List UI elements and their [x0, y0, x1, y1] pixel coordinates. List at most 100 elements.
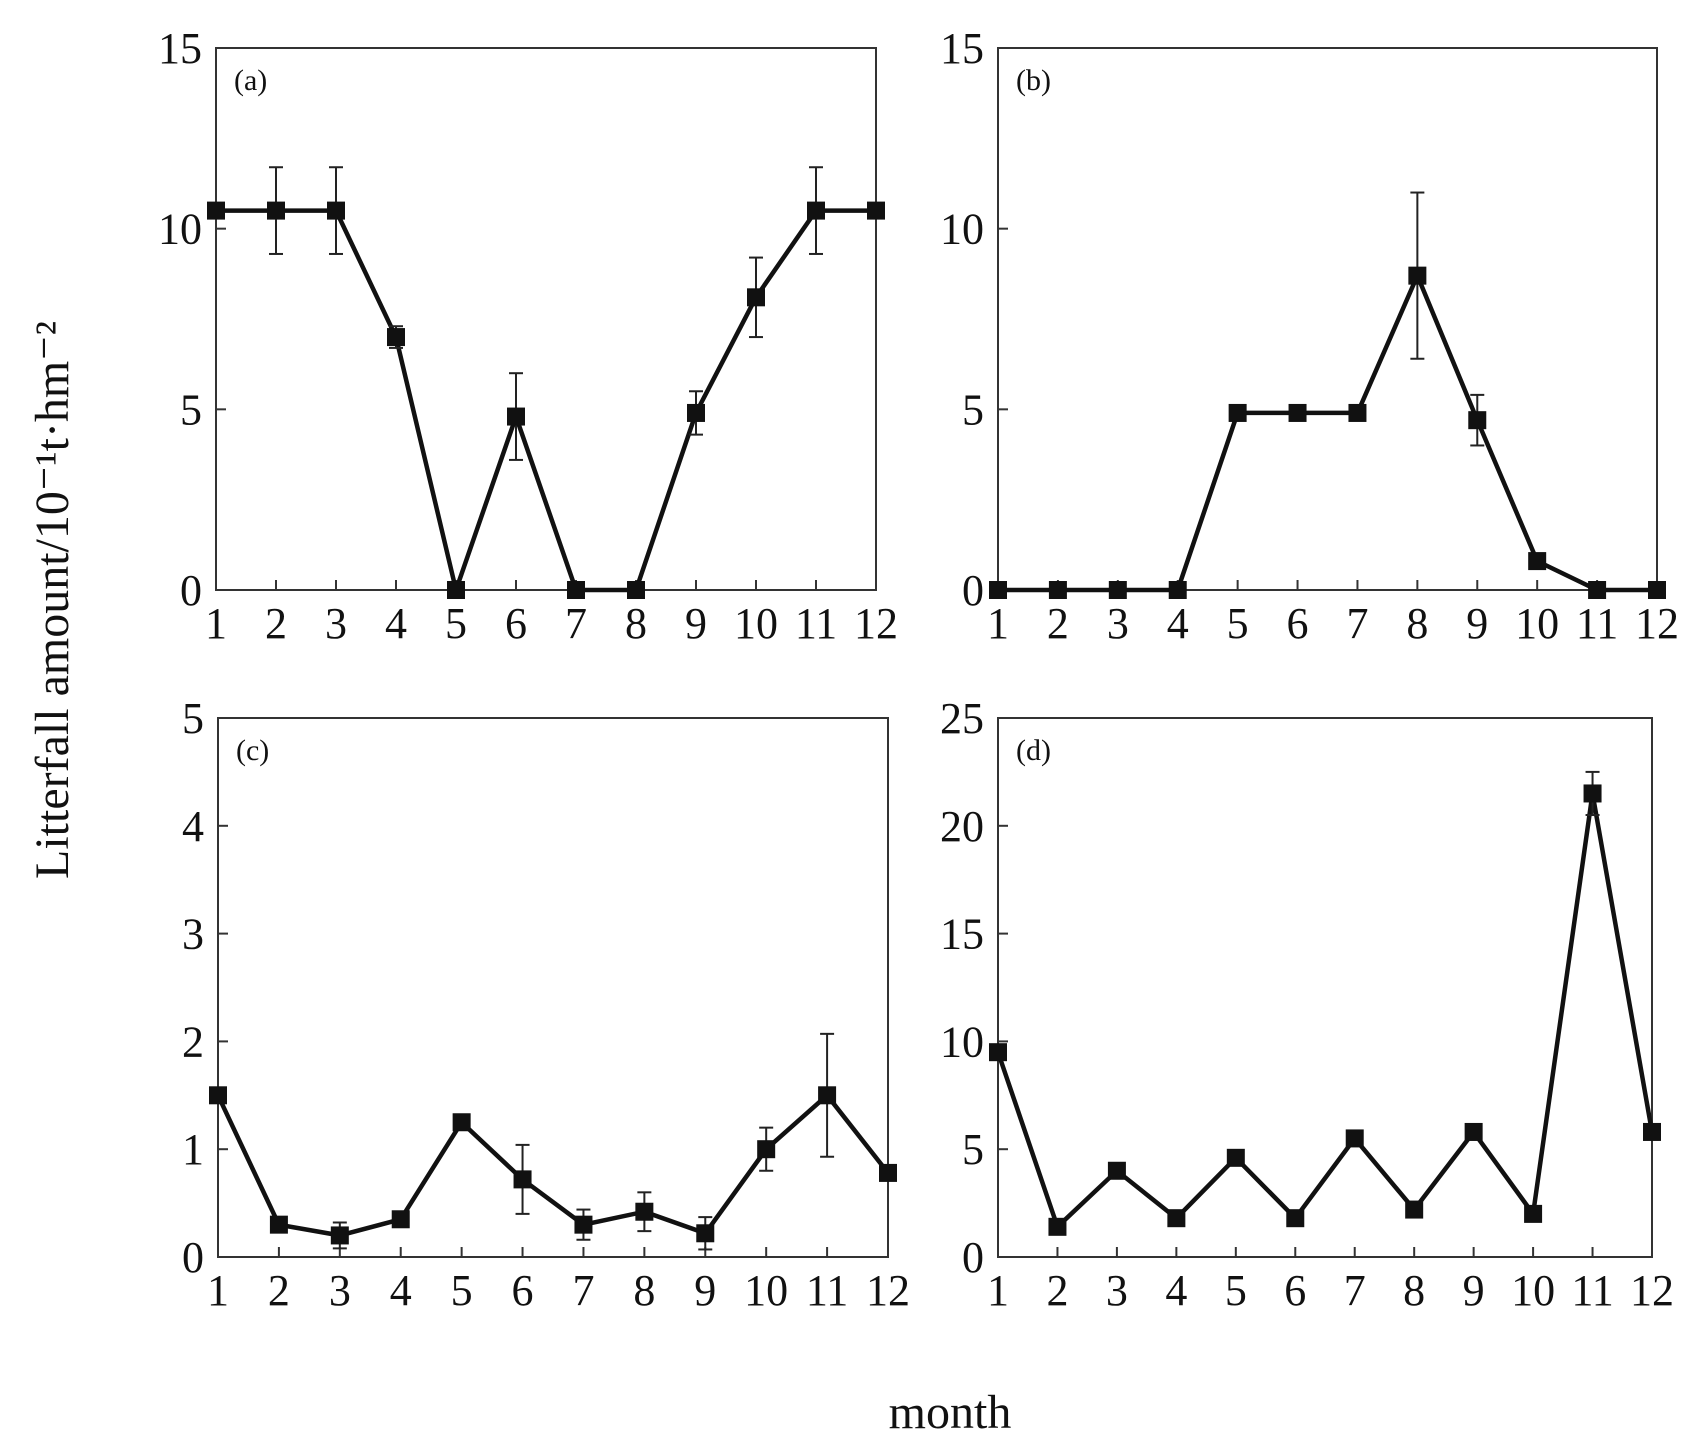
panel-a-data-point: [807, 201, 825, 220]
panel-a-x-tick-label: 7: [565, 599, 587, 648]
y-axis-title: Litterfall amount/10⁻¹t·hm⁻²: [26, 321, 79, 879]
panel-d-data-point: [1107, 1161, 1126, 1180]
panel-c-x-tick-label: 3: [329, 1266, 351, 1315]
panel-d-data-point: [1405, 1200, 1424, 1219]
panel-c-data-point: [696, 1224, 715, 1243]
panel-d-data-point: [1583, 784, 1602, 803]
panel-a-data-point: [567, 581, 585, 599]
panel-c-x-tick-label: 12: [866, 1266, 910, 1315]
panel-d-data-point: [1167, 1209, 1186, 1228]
panel-d-x-tick-label: 3: [1106, 1266, 1128, 1315]
panel-b-x-tick-label: 3: [1107, 599, 1129, 648]
panel-b-series-line: [998, 269, 1657, 593]
panel-a-data-point: [507, 407, 525, 426]
panel-c-y-tick-label: 5: [182, 694, 204, 743]
panel-b-x-tick-label: 8: [1406, 599, 1428, 648]
panel-c-frame: [217, 717, 889, 1258]
panel-a-x-tick-label: 9: [685, 599, 707, 648]
panel-d-x-tick-label: 5: [1225, 1266, 1247, 1315]
panel-b-data-point: [1168, 581, 1187, 599]
panel-b-data-point: [1348, 403, 1367, 422]
panel-a-x-tick-label: 8: [625, 599, 647, 648]
panel-a-x-tick-label: 10: [734, 599, 778, 648]
panel-b-data-point: [1288, 403, 1307, 422]
panel-d-x-tick-label: 4: [1165, 1266, 1187, 1315]
panel-a-data-point: [267, 201, 285, 220]
panel-c-x-tick-label: 5: [451, 1266, 473, 1315]
panel-d-data-point: [1464, 1122, 1483, 1141]
panel-a-label: (a): [234, 64, 267, 97]
panel-b-data-point: [1228, 403, 1247, 422]
panel-a-x-tick-label: 4: [385, 599, 407, 648]
x-axis-title: month: [889, 1386, 1012, 1439]
panel-d-x-tick-label: 11: [1571, 1266, 1613, 1315]
panel-d-x-tick-label: 12: [1630, 1266, 1674, 1315]
panel-b-x-tick-label: 4: [1167, 599, 1189, 648]
panel-c-x-tick-label: 6: [512, 1266, 534, 1315]
panel-d-x-tick-label: 9: [1463, 1266, 1485, 1315]
panel-c-x-tick-label: 1: [207, 1266, 229, 1315]
panel-c-y-tick-label: 3: [182, 910, 204, 959]
panel-b-x-tick-label: 5: [1227, 599, 1249, 648]
panel-c-y-tick-label: 4: [182, 802, 204, 851]
panel-d-series-line: [995, 793, 1655, 1231]
panel-d-y-tick-label: 10: [940, 1017, 984, 1066]
panel-c-data-point: [635, 1202, 654, 1221]
panel-b-x-tick-label: 11: [1576, 599, 1618, 648]
panel-b-x-tick-label: 10: [1515, 599, 1559, 648]
panel-d-y-tick-label: 15: [940, 910, 984, 959]
panel-d-x-tick-label: 1: [987, 1266, 1009, 1315]
panel-b-x-tick-label: 7: [1346, 599, 1368, 648]
panel-c-data-point: [330, 1226, 349, 1245]
panel-b-x-tick-label: 12: [1635, 599, 1679, 648]
panel-d-y-tick-label: 25: [940, 694, 984, 743]
panel-c-x-tick-label: 4: [390, 1266, 412, 1315]
panel-a-series-line: [216, 208, 876, 599]
panel-d-x-tick-label: 2: [1046, 1266, 1068, 1315]
panel-a-data-point: [747, 288, 765, 307]
panel-a-y-tick-label: 0: [180, 566, 202, 615]
panel-a-x-tick-label: 6: [505, 599, 527, 648]
panel-c-y-tick-label: 2: [182, 1017, 204, 1066]
panel-b-data-point: [989, 581, 1007, 599]
panel-c-data-point: [269, 1215, 288, 1234]
panel-a-data-point: [327, 201, 345, 220]
panel-b-y-tick-label: 15: [940, 24, 984, 73]
panel-b-x-tick-label: 6: [1287, 599, 1309, 648]
panel-c-x-tick-label: 2: [268, 1266, 290, 1315]
panel-c-data-point: [513, 1170, 532, 1189]
panel-d-x-tick-label: 7: [1344, 1266, 1366, 1315]
panel-b-y-tick-label: 10: [940, 205, 984, 254]
panel-d-y-tick-label: 20: [940, 802, 984, 851]
panel-d-x-tick-label: 8: [1403, 1266, 1425, 1315]
panel-c-x-tick-label: 11: [806, 1266, 848, 1315]
panel-b-frame: [997, 47, 1658, 591]
panel-a-y-tick-label: 15: [158, 24, 202, 73]
panel-c-x-tick-label: 10: [744, 1266, 788, 1315]
panel-d-data-point: [1345, 1129, 1364, 1148]
panel-d-label: (d): [1016, 734, 1051, 767]
panel-c-data-point: [818, 1086, 837, 1105]
panel-b-x-tick-label: 9: [1466, 599, 1488, 648]
panel-b-data-point: [1648, 581, 1666, 599]
panel-a-x-tick-label: 5: [445, 599, 467, 648]
panel-b-x-tick-label: 2: [1047, 599, 1069, 648]
panel-c-x-tick-label: 8: [633, 1266, 655, 1315]
panel-c-data-point: [391, 1210, 410, 1229]
panel-a-data-point: [207, 201, 225, 220]
panel-c-label: (c): [236, 734, 269, 767]
panel-b-data-point: [1408, 266, 1427, 285]
panel-d-data-point: [1643, 1122, 1661, 1141]
panel-a-frame: [215, 47, 877, 591]
panel-b-data-point: [1048, 581, 1067, 599]
panel-d-y-tick-label: 0: [962, 1233, 984, 1282]
panel-b-y-tick-label: 0: [962, 566, 984, 615]
panel-b-x-tick-label: 1: [987, 599, 1009, 648]
panel-c-data-point: [574, 1215, 593, 1234]
panel-b-data-point: [1528, 552, 1547, 571]
panel-a-x-tick-label: 12: [854, 599, 898, 648]
